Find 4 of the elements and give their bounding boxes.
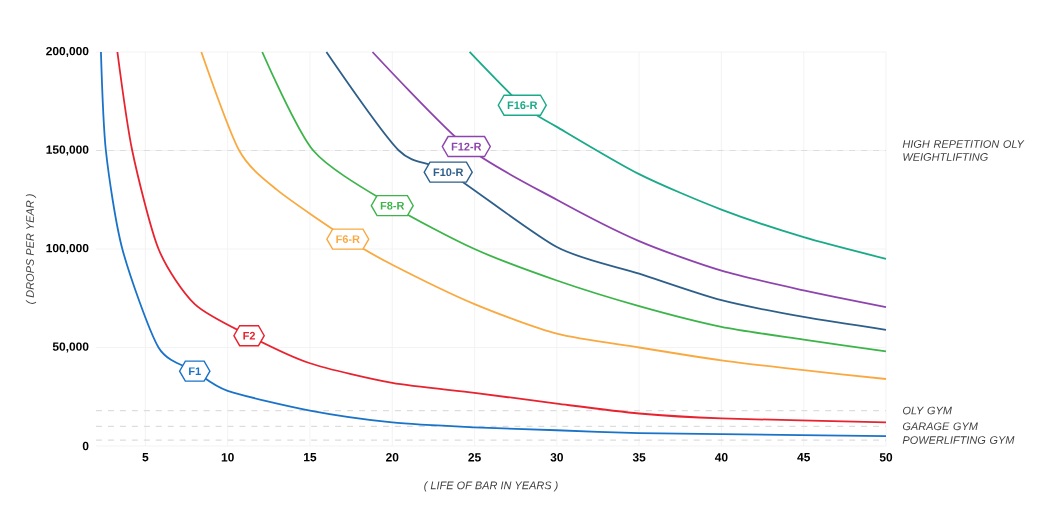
line-series (261, 51, 887, 353)
line-series (371, 51, 887, 309)
line-series (200, 51, 887, 380)
line-series (325, 51, 887, 331)
